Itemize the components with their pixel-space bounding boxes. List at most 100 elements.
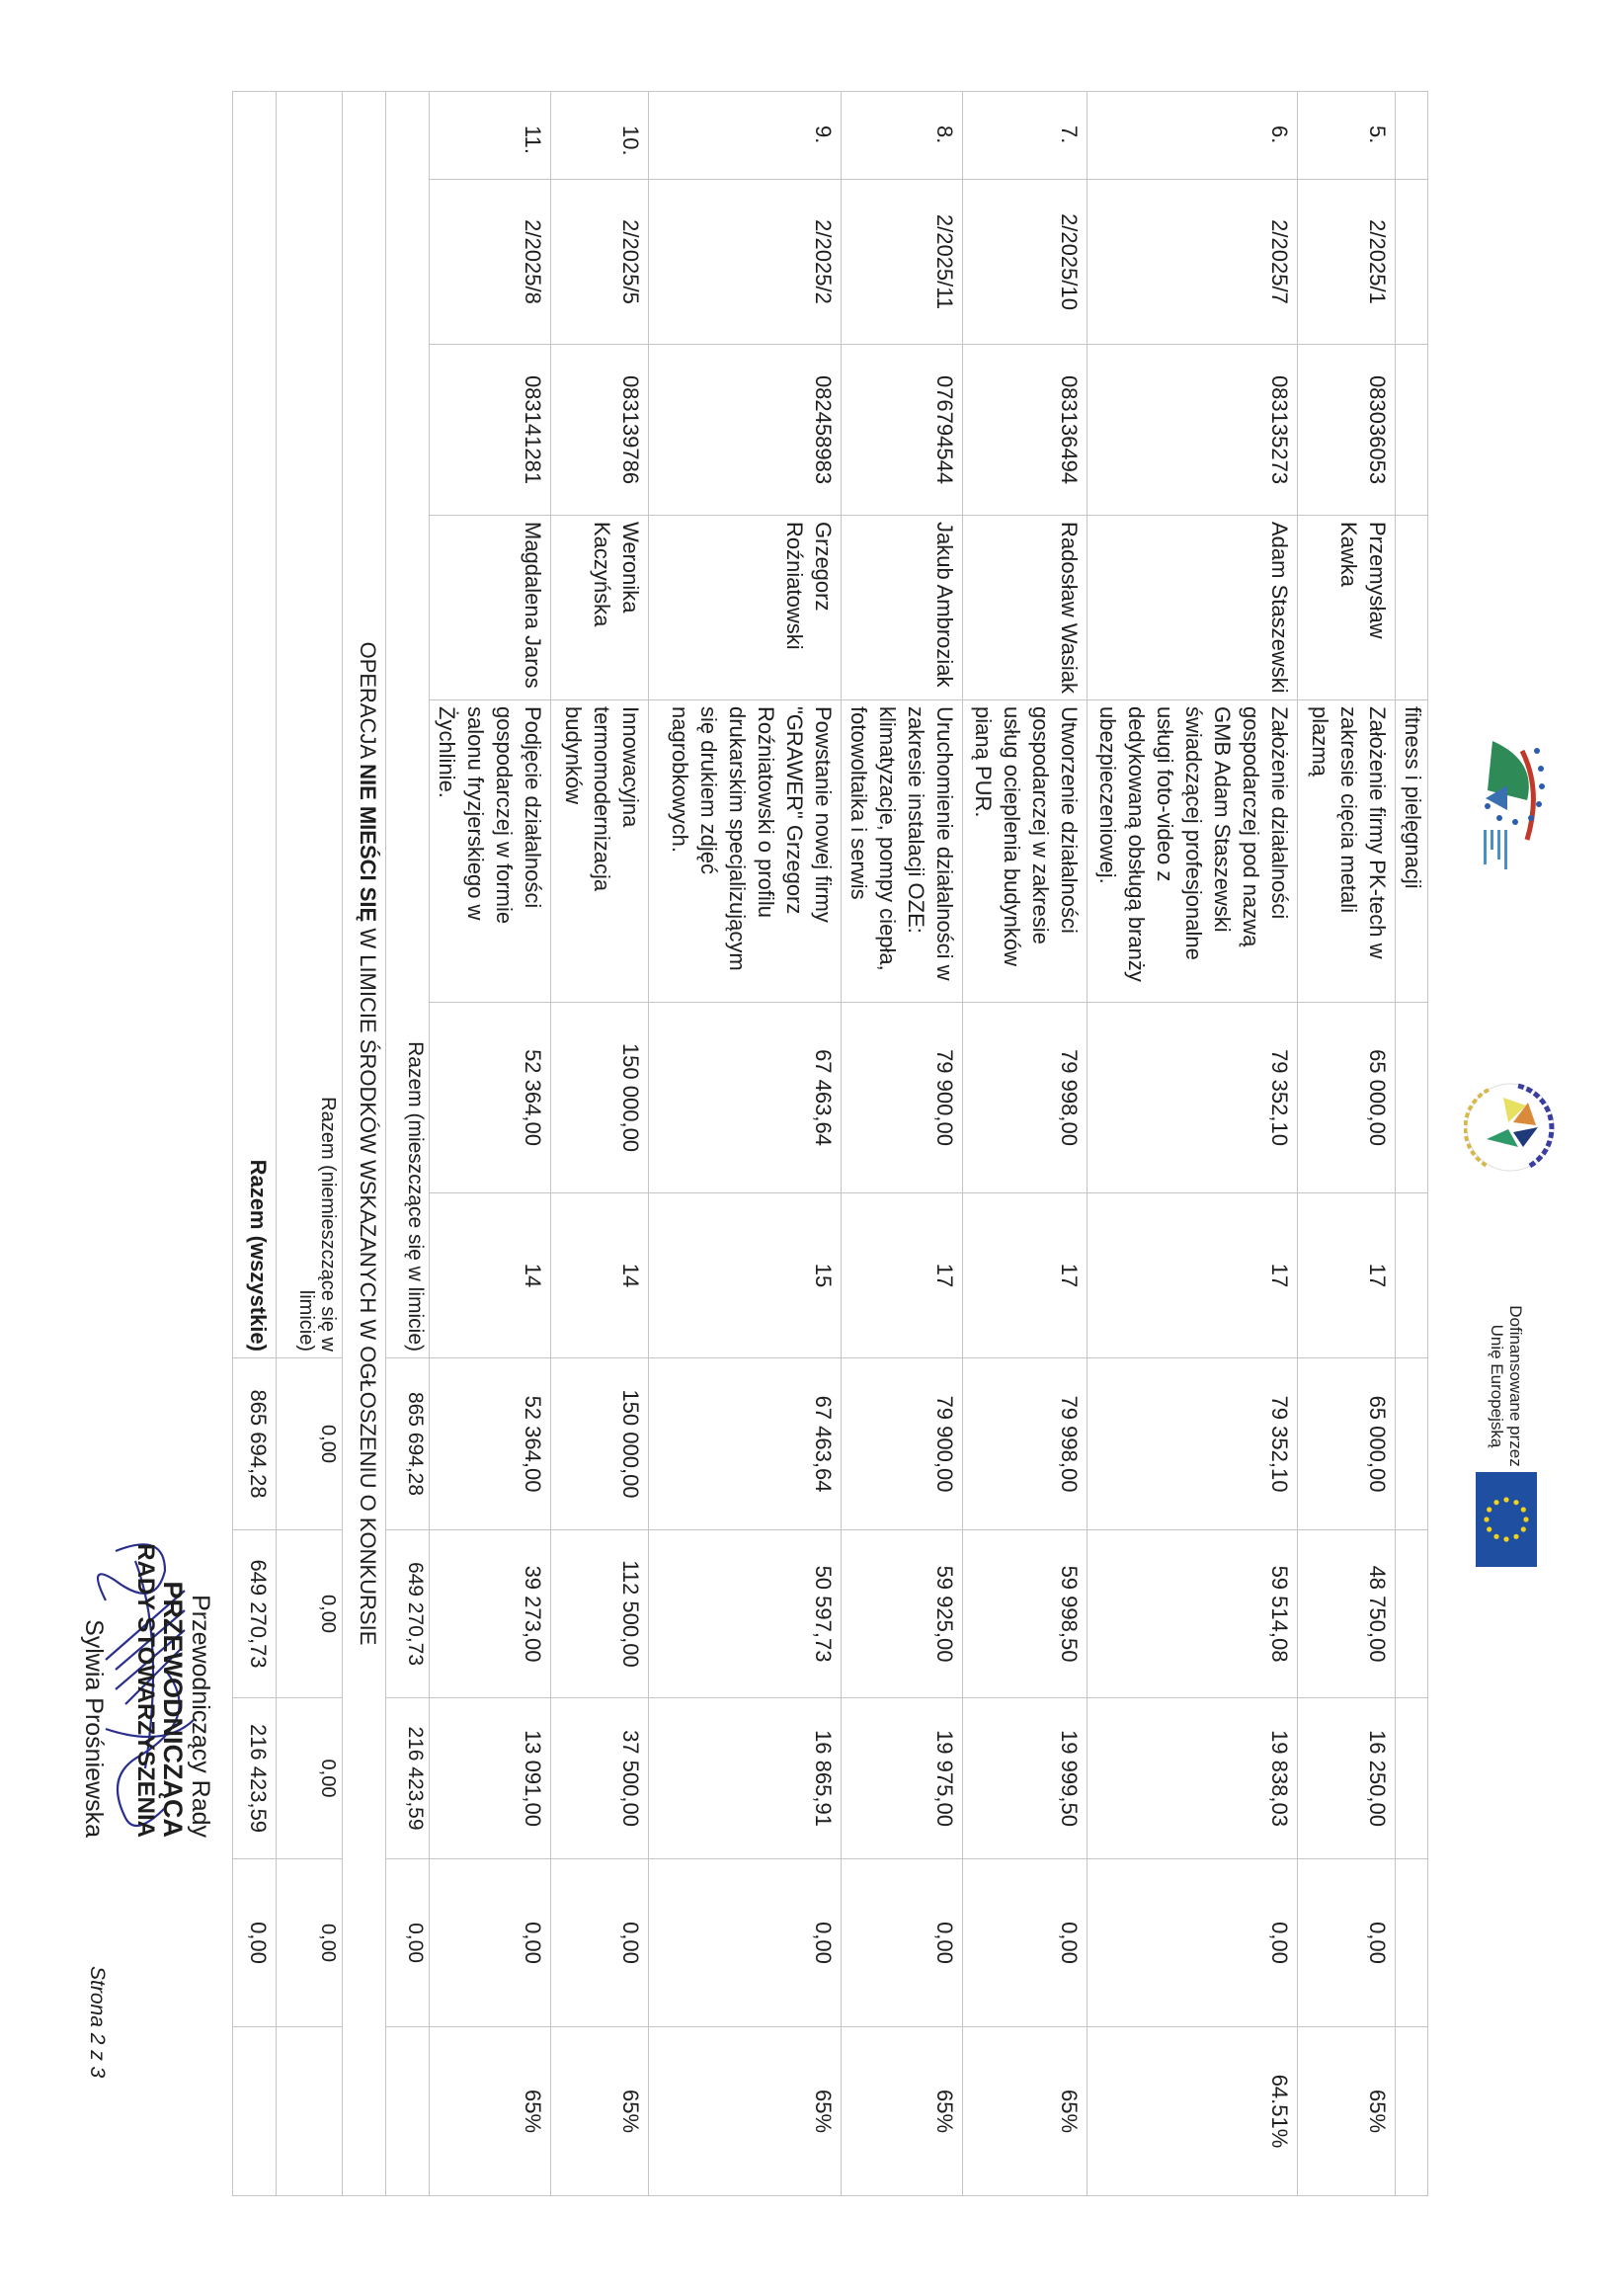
totals-row-all: Razem (wszystkie) 865 694,28 649 270,73 216…: [232, 91, 277, 2196]
lp-cell: 10.: [550, 91, 649, 180]
eligible-cost-cell: 67 463,64: [648, 1357, 842, 1530]
requested-amount-cell: 79 352,10: [1087, 1002, 1298, 1193]
totals-koszt-cell: 865 694,28: [385, 1357, 430, 1530]
banner-text-post: W LIMICIE ŚRODKÓW WSKAZANYCH W OGŁOSZENI…: [356, 922, 380, 1646]
totals-label: Razem (niemieszczące się w limicie): [276, 91, 343, 1358]
stowarzyszenie-logo-icon: [1464, 1083, 1555, 1172]
eu-star-icon: [1493, 1500, 1499, 1506]
operation-title-cell: Założenie działalności gospodarczej pod …: [1087, 699, 1298, 1003]
totals-wklad-cell: 0,00: [276, 1697, 343, 1859]
eu-star-icon: [1520, 1507, 1526, 1513]
totals-wklad-cell: 216 423,59: [385, 1697, 430, 1859]
application-number-cell: 2/2025/1: [1297, 179, 1396, 345]
totals-wklad-cell: 216 423,59: [232, 1697, 277, 1859]
continuation-row: fitness i pielęgnacji: [1395, 91, 1428, 2196]
lp-cell: 11.: [429, 91, 551, 180]
eu-star-icon: [1487, 1526, 1492, 1532]
points-cell: 17: [962, 1192, 1088, 1358]
eligible-cost-cell: 52 364,00: [429, 1357, 551, 1530]
operation-title-cell: Innowacyjna termomodernizacja budynków: [550, 699, 649, 1003]
funding-percent-cell: 65%: [429, 2026, 551, 2196]
eu-star-icon: [1493, 1533, 1499, 1539]
requested-amount-cell: 52 364,00: [429, 1002, 551, 1193]
application-number-cell: 2/2025/7: [1087, 179, 1298, 345]
handwritten-signature: [96, 1543, 196, 1828]
lp-cell: 7.: [962, 91, 1088, 180]
table-row: 6. 2/2025/7 083135273 Adam Staszewski Założe…: [1087, 91, 1298, 2196]
operation-title-cell: Podjęcie działalności gospodarczej w for…: [429, 699, 551, 1003]
eu-star-icon: [1523, 1517, 1529, 1522]
limit-banner-row: OPERACJA NIE MIEŚCI SIĘ W LIMICIE ŚRODKÓ…: [342, 91, 386, 2196]
applicant-name-cell: Radosław Wasiak: [962, 515, 1088, 700]
totals-dofinansowanie-cell: 0,00: [276, 1529, 343, 1698]
signature-name: Sylwia Prośniewska: [80, 1619, 108, 1838]
id-number-cell: 082458983: [648, 344, 842, 516]
eu-funding-text: Dofinansowane przez Unię Europejską: [1488, 1287, 1525, 1485]
eligible-cost-cell: 150 000,00: [550, 1357, 649, 1530]
totals-inne-cell: 0,00: [385, 1858, 430, 2027]
other-amount-cell: 0,00: [962, 1858, 1088, 2027]
application-number-cell: 2/2025/2: [648, 179, 842, 345]
id-number-cell: 083141281: [429, 344, 551, 516]
application-number-cell: 2/2025/10: [962, 179, 1088, 345]
eligible-cost-cell: 79 352,10: [1087, 1357, 1298, 1530]
totals-koszt-cell: 0,00: [276, 1357, 343, 1530]
points-cell: 17: [1087, 1192, 1298, 1358]
other-amount-cell: 0,00: [1087, 1858, 1298, 2027]
application-number-cell: 2/2025/5: [550, 179, 649, 345]
lp-cell: 9.: [648, 91, 842, 180]
points-cell: 17: [841, 1192, 963, 1358]
eu-star-icon: [1513, 1533, 1519, 1539]
signature-stamp-title: PRZEWODNICZĄCA: [158, 1581, 188, 1838]
own-contribution-cell: 19 975,00: [841, 1697, 963, 1859]
eu-star-icon: [1484, 1517, 1490, 1522]
eu-star-icon: [1503, 1497, 1509, 1503]
funding-cell: 59 998,50: [962, 1529, 1088, 1698]
signature-block: Przewodniczący Rady PRZEWODNICZĄCA RADY …: [80, 1462, 214, 1838]
points-cell: 14: [429, 1192, 551, 1358]
other-amount-cell: 0,00: [648, 1858, 842, 2027]
other-amount-cell: 0,00: [841, 1858, 963, 2027]
application-number-cell: 2/2025/8: [429, 179, 551, 345]
other-amount-cell: 0,00: [1297, 1858, 1396, 2027]
id-number-cell: 083135273: [1087, 344, 1298, 516]
other-amount-cell: 0,00: [550, 1858, 649, 2027]
funding-cell: 59 514,08: [1087, 1529, 1298, 1698]
banner-text-bold: NIE MIEŚCI SIĘ: [356, 764, 380, 923]
applicant-name-cell: Grzegorz Roźniatowski: [648, 515, 842, 700]
application-number-cell: 2/2025/11: [841, 179, 963, 345]
totals-label: Razem (wszystkie): [232, 91, 277, 1358]
funding-cell: 59 925,00: [841, 1529, 963, 1698]
table-row: 5. 2/2025/1 083036053 Przemysław Kawka Założ…: [1297, 91, 1396, 2196]
lp-cell: 6.: [1087, 91, 1298, 180]
totals-koszt-cell: 865 694,28: [232, 1357, 277, 1530]
table-row: 7. 2/2025/10 083136494 Radosław Wasiak Utwor…: [962, 91, 1088, 2196]
requested-amount-cell: 150 000,00: [550, 1002, 649, 1193]
limit-banner: OPERACJA NIE MIEŚCI SIĘ W LIMICIE ŚRODKÓ…: [342, 91, 386, 2196]
banner-text-pre: OPERACJA: [356, 641, 380, 765]
funding-percent-cell: 65%: [648, 2026, 842, 2196]
table-row: 10. 2/2025/5 083139786 Weronika Kaczyńska In…: [550, 91, 649, 2196]
eu-text-line2: Unię Europejską: [1488, 1324, 1506, 1448]
id-number-cell: 083136494: [962, 344, 1088, 516]
id-number-cell: 083036053: [1297, 344, 1396, 516]
applicant-name-cell: Adam Staszewski: [1087, 515, 1298, 700]
own-contribution-cell: 16 250,00: [1297, 1697, 1396, 1859]
points-cell: 15: [648, 1192, 842, 1358]
totals-dofinansowanie-cell: 649 270,73: [385, 1529, 430, 1698]
totals-inne-cell: 0,00: [276, 1858, 343, 2027]
requested-amount-cell: 65 000,00: [1297, 1002, 1396, 1193]
table-row: 9. 2/2025/2 082458983 Grzegorz Roźniatowski…: [648, 91, 842, 2196]
lp-cell: 8.: [841, 91, 963, 180]
id-number-cell: 083139786: [550, 344, 649, 516]
totals-row-outside_limit: Razem (niemieszczące się w limicie) 0,00 0…: [276, 91, 343, 2196]
requested-amount-cell: 79 900,00: [841, 1002, 963, 1193]
id-number-cell: 076794544: [841, 344, 963, 516]
other-amount-cell: 0,00: [429, 1858, 551, 2027]
own-contribution-cell: 16 865,91: [648, 1697, 842, 1859]
table-row: 8. 2/2025/11 076794544 Jakub Ambroziak Uruch…: [841, 91, 963, 2196]
results-table: fitness i pielęgnacji 5. 2/2025/1 08303605…: [232, 91, 1428, 2196]
signature-role: Przewodniczący Rady: [187, 1595, 214, 1838]
points-cell: 14: [550, 1192, 649, 1358]
funding-percent-cell: 64.51%: [1087, 2026, 1298, 2196]
